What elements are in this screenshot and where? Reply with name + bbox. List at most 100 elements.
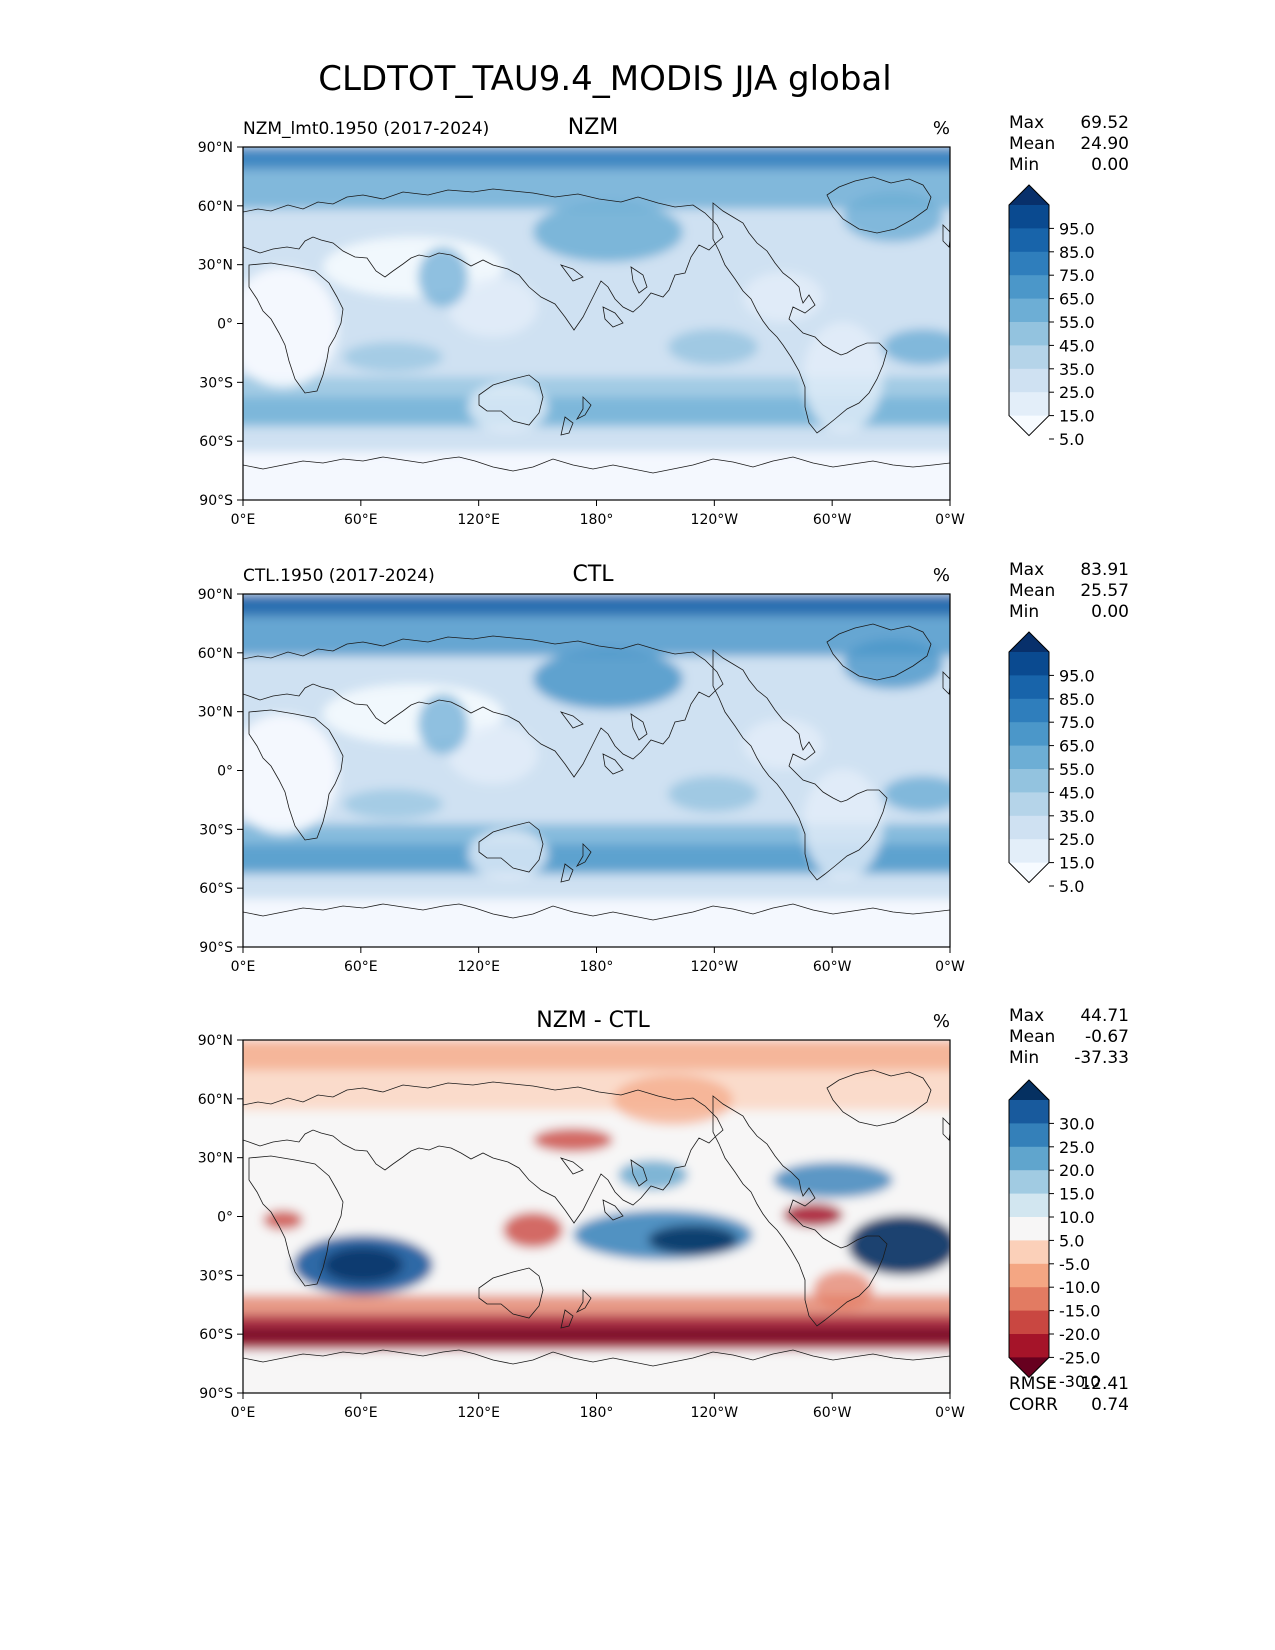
- field-blob: [243, 714, 338, 834]
- y-tick-label: 60°S: [199, 1327, 233, 1343]
- x-tick-label: 180°: [580, 512, 614, 528]
- colorbar-label: 75.0: [1059, 266, 1095, 285]
- colorbar-label: -15.0: [1059, 1302, 1100, 1321]
- colorbar-label: 65.0: [1059, 290, 1095, 309]
- x-tick-label: 0°E: [231, 512, 256, 528]
- field-blob: [843, 639, 943, 689]
- y-tick-label: 60°N: [198, 1092, 233, 1108]
- map-field: [243, 594, 950, 947]
- colorbar-segment: [1009, 1334, 1049, 1358]
- y-tick-label: 0°: [217, 1210, 233, 1226]
- colorbar-segment: [1009, 839, 1049, 863]
- stat-min-label: Min: [1009, 155, 1039, 175]
- field-blob: [843, 192, 943, 242]
- colorbar-segment: [1009, 228, 1049, 253]
- panel-subtitle: NZM_lmt0.1950 (2017-2024): [243, 119, 489, 139]
- stat-min-value: 0.00: [1091, 155, 1129, 175]
- field-blob: [773, 1162, 893, 1198]
- field-layer: [243, 1040, 950, 1393]
- map-field: [243, 147, 950, 500]
- stat-max-value: 83.91: [1080, 560, 1129, 580]
- field-layer: [243, 147, 950, 500]
- field-blob: [263, 1210, 303, 1230]
- panel-diff-colorbar: 30.0 25.0 20.0 15.0 10.0 5.0 -5.0 -10.0 -15.0 -20…: [1008, 1079, 1100, 1391]
- colorbar-label: -20.0: [1059, 1325, 1100, 1344]
- x-tick-label: 0°W: [935, 512, 965, 528]
- colorbar-label: -10.0: [1059, 1278, 1100, 1297]
- colorbar-segment: [1009, 722, 1049, 746]
- colorbar-segment: [1009, 1146, 1049, 1171]
- y-tick-label: 90°S: [199, 1386, 233, 1402]
- field-blob: [468, 829, 548, 879]
- panel-title: CTL: [572, 562, 614, 587]
- colorbar-label: -5.0: [1059, 1255, 1090, 1274]
- colorbar-label: 25.0: [1059, 1138, 1095, 1157]
- colorbar-label: 45.0: [1059, 336, 1095, 355]
- colorbar-label: 30.0: [1059, 1114, 1095, 1133]
- colorbar-segment: [1009, 792, 1049, 817]
- colorbar-label: 35.0: [1059, 360, 1095, 379]
- colorbar-segment: [1009, 1287, 1049, 1311]
- y-tick-label: 0°: [217, 317, 233, 333]
- field-blob: [803, 322, 883, 432]
- colorbar-segment: [1009, 1310, 1049, 1335]
- y-tick-label: 90°N: [198, 140, 233, 156]
- field-blob: [883, 329, 950, 365]
- stat-mean-label: Mean: [1009, 1027, 1055, 1047]
- stat-max-value: 44.71: [1080, 1006, 1129, 1026]
- y-tick-label: 90°S: [199, 940, 233, 956]
- panel-title: NZM - CTL: [536, 1008, 650, 1033]
- metric-rmse-value: 12.41: [1080, 1374, 1129, 1394]
- y-tick-label: 30°S: [199, 375, 233, 391]
- panel-title: NZM: [568, 115, 619, 140]
- x-tick-label: 120°E: [457, 1405, 500, 1421]
- stat-max-label: Max: [1009, 113, 1044, 133]
- field-blob: [343, 342, 443, 372]
- y-tick-label: 60°S: [199, 881, 233, 897]
- panel-subtitle: CTL.1950 (2017-2024): [243, 566, 435, 586]
- colorbar-segment: [1009, 1263, 1049, 1288]
- colorbar-label: 95.0: [1059, 219, 1095, 238]
- y-tick-label: 60°N: [198, 199, 233, 215]
- colorbar-segment: [1009, 1170, 1049, 1194]
- colorbar-segment: [1009, 1217, 1049, 1241]
- panel-units: %: [933, 565, 950, 586]
- colorbar-label: -30.0: [1059, 1372, 1100, 1391]
- stat-mean-value: 24.90: [1080, 134, 1129, 154]
- field-blob: [448, 277, 538, 337]
- field-blob: [668, 776, 758, 812]
- map-axes: 0°E 60°E 120°E 180° 120°W 60°W 0°W 90°N 60°N 30°N…: [198, 1033, 965, 1421]
- colorbar-label: 95.0: [1059, 666, 1095, 685]
- x-tick-label: 60°E: [344, 959, 378, 975]
- panel-diff-stats: Max 44.71 Mean -0.67 Min -37.33: [1009, 1006, 1129, 1068]
- stat-max-label: Max: [1009, 560, 1044, 580]
- y-tick-label: 30°N: [198, 258, 233, 274]
- field-blob: [533, 649, 683, 709]
- x-tick-label: 0°W: [935, 959, 965, 975]
- y-tick-label: 90°S: [199, 493, 233, 509]
- colorbar-segment: [1009, 251, 1049, 276]
- field-blob: [813, 1270, 873, 1310]
- colorbar-label: 15.0: [1059, 1185, 1095, 1204]
- cloud-field: [243, 147, 950, 500]
- field-blob: [883, 776, 950, 812]
- colorbar-segment: [1009, 745, 1049, 770]
- field-blob: [668, 329, 758, 365]
- y-tick-label: 60°N: [198, 646, 233, 662]
- field-band: [243, 1070, 950, 1110]
- metric-rmse-label: RMSE: [1009, 1374, 1057, 1394]
- colorbar-extend-min: [1009, 862, 1049, 883]
- colorbar-label: 5.0: [1059, 430, 1084, 449]
- colorbar-segment: [1009, 769, 1049, 793]
- colorbar-extend-min: [1009, 1357, 1049, 1378]
- x-tick-label: 120°W: [691, 512, 739, 528]
- colorbar-segment: [1009, 1193, 1049, 1218]
- figure-title: CLDTOT_TAU9.4_MODIS JJA global: [318, 59, 891, 99]
- field-blob: [503, 1212, 563, 1248]
- colorbar-label: -25.0: [1059, 1348, 1100, 1367]
- stat-max-value: 69.52: [1080, 113, 1129, 133]
- panel-ctl: 0°E 60°E 120°E 180° 120°W 60°W 0°W 90°N 60°N 30°N…: [198, 562, 965, 975]
- x-tick-label: 60°W: [813, 959, 852, 975]
- field-band: [243, 147, 950, 169]
